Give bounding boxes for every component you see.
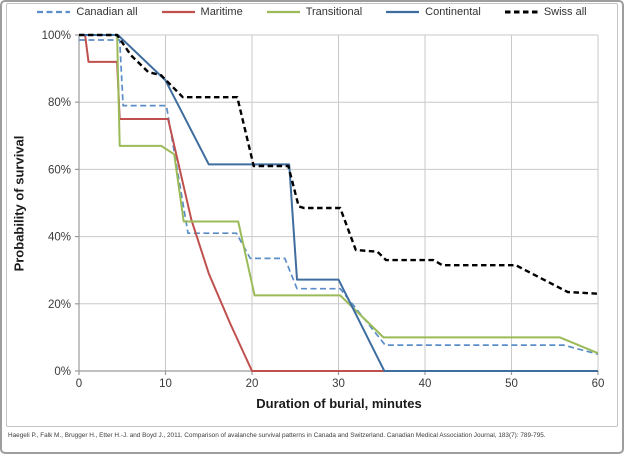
x-tick-label: 20 — [246, 378, 259, 390]
legend-item-transitional: Transitional — [266, 6, 363, 18]
legend-label: Continental — [425, 6, 481, 18]
series-swiss-all — [79, 33, 599, 295]
legend-label: Swiss all — [543, 6, 587, 18]
x-tick-label: 10 — [159, 378, 172, 390]
y-tick-label: 0% — [54, 366, 71, 378]
y-tick-label: 80% — [48, 97, 71, 109]
x-tick-label: 30 — [332, 378, 345, 390]
legend: Canadian all Maritime Transitional Continen… — [0, 6, 624, 18]
x-axis-title: Duration of burial, minutes — [256, 396, 422, 411]
legend-line-sample — [161, 10, 195, 14]
x-tick-label: 50 — [505, 378, 518, 390]
y-tick-label: 20% — [48, 299, 71, 311]
legend-label: Transitional — [305, 6, 363, 18]
y-axis-title: Probability of survival — [11, 135, 27, 272]
legend-item-canadian-all: Canadian all — [37, 6, 138, 18]
legend-item-maritime: Maritime — [161, 6, 243, 18]
tick-labels: 0% 20% 40% 60% 80% 100% 0 10 20 30 40 50 60 — [42, 30, 605, 390]
x-tick-label: 60 — [592, 378, 605, 390]
y-tick-label: 100% — [42, 30, 71, 42]
legend-line-sample — [37, 10, 71, 14]
series-continental — [79, 34, 598, 372]
chart-frame — [6, 3, 618, 427]
y-tick-label: 40% — [48, 232, 71, 244]
legend-item-swiss-all: Swiss all — [504, 6, 587, 18]
y-tick-label: 60% — [48, 164, 71, 176]
legend-item-continental: Continental — [386, 6, 481, 18]
x-tick-label: 40 — [419, 378, 432, 390]
legend-label: Canadian all — [76, 6, 138, 18]
citation-text: Haegeli P., Falk M., Brugger H., Etter H… — [8, 432, 546, 439]
series-transitional — [79, 34, 599, 355]
legend-line-sample — [266, 10, 300, 14]
legend-label: Maritime — [200, 6, 243, 18]
series-canadian-all — [79, 39, 599, 356]
series-maritime — [79, 34, 598, 372]
legend-line-sample — [504, 10, 538, 14]
gridlines — [79, 34, 599, 371]
legend-line-sample — [386, 10, 420, 14]
x-tick-label: 0 — [76, 378, 82, 390]
axes — [75, 34, 599, 375]
